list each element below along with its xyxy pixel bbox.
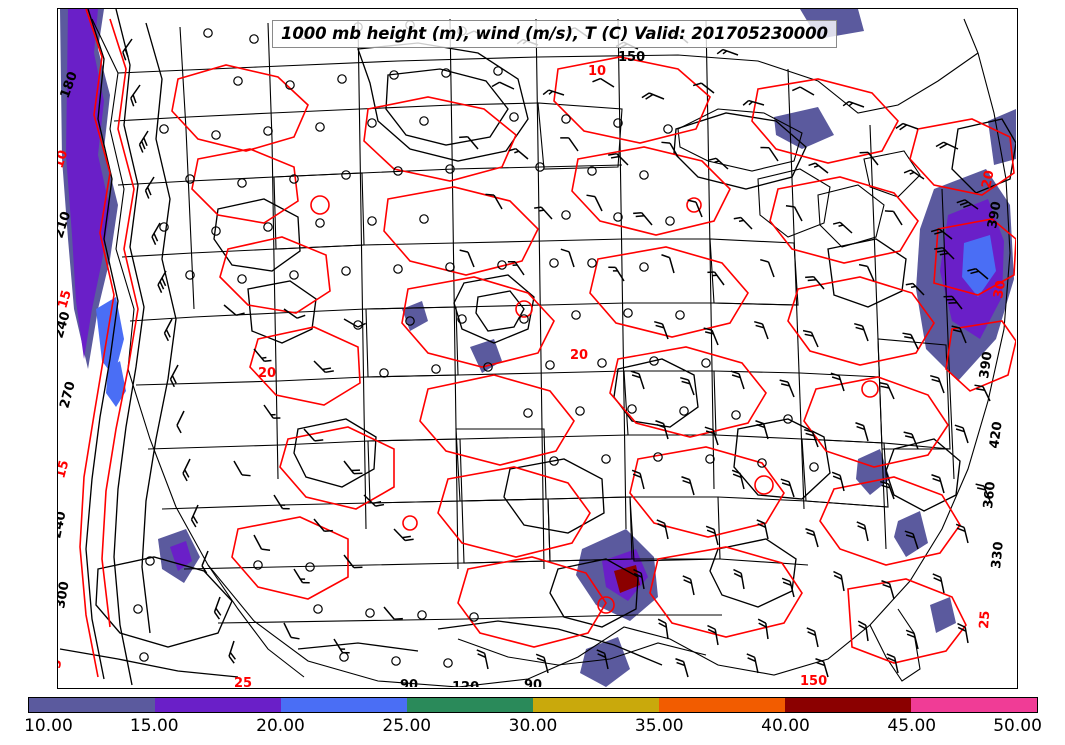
geography-outlines (91, 18, 1011, 687)
svg-text:150: 150 (800, 674, 827, 687)
svg-text:420: 420 (987, 421, 1006, 450)
svg-text:5: 5 (58, 659, 65, 670)
svg-text:360: 360 (981, 481, 999, 510)
colorbar-segment-2 (281, 698, 407, 712)
height-contours (59, 9, 1016, 686)
svg-text:25: 25 (234, 676, 252, 687)
svg-text:240: 240 (58, 510, 70, 540)
colorbar-segment-1 (155, 698, 281, 712)
colorbar-tick-1: 15.00 (129, 716, 179, 736)
svg-text:20: 20 (979, 169, 997, 190)
chart-title-box: 1000 mb height (m), wind (m/s), T (C) Va… (272, 20, 837, 48)
svg-text:10: 10 (588, 64, 606, 79)
svg-text:390: 390 (985, 200, 1004, 229)
colorbar-tick-0: 10.00 (24, 716, 73, 736)
wind-speed-shading (60, 9, 1016, 687)
svg-text:240: 240 (58, 310, 74, 340)
colorbar-tick-7: 45.00 (887, 716, 937, 736)
svg-text:30: 30 (991, 279, 1009, 299)
colorbar-tick-3: 25.00 (382, 716, 432, 736)
svg-text:270: 270 (58, 380, 79, 410)
colorbar-tick-4: 30.00 (508, 716, 558, 736)
colorbar-segment-6 (785, 698, 911, 712)
svg-text:15: 15 (58, 459, 72, 480)
wind-barbs (119, 24, 991, 680)
colorbar-tick-2: 20.00 (256, 716, 305, 736)
calm-wind-symbols (133, 20, 819, 668)
colorbar-tick-8: 50.00 (993, 716, 1042, 736)
svg-text:25: 25 (977, 610, 993, 629)
colorbar-segment-4 (533, 698, 659, 712)
svg-text:15: 15 (58, 289, 75, 311)
svg-text:120: 120 (452, 680, 479, 687)
svg-text:300: 300 (58, 580, 73, 609)
svg-text:390: 390 (977, 351, 996, 380)
map-panel: 210 15 240 270 15 240 300 5 180 10 20 39… (57, 8, 1018, 689)
svg-text:20: 20 (258, 366, 276, 381)
svg-text:150: 150 (618, 50, 645, 65)
svg-text:90: 90 (400, 678, 418, 687)
page-title: 1000 mb height (m), wind (m/s), T (C) Va… (281, 24, 828, 43)
contour-labels: 210 15 240 270 15 240 300 5 180 10 20 39… (58, 50, 1009, 687)
colorbar-tick-6: 40.00 (761, 716, 810, 736)
colorbar-segment-5 (659, 698, 785, 712)
colorbar-tick-5: 35.00 (634, 716, 684, 736)
svg-text:90: 90 (524, 678, 542, 687)
colorbar-tick-labels: 10.00 15.00 20.00 25.00 30.00 35.00 40.00 45.00… (0, 716, 1065, 740)
svg-text:330: 330 (989, 541, 1007, 570)
colorbar (28, 697, 1038, 713)
temperature-contours (79, 9, 1016, 678)
colorbar-segment-7 (911, 698, 1037, 712)
colorbar-segment-3 (407, 698, 533, 712)
map-canvas: 210 15 240 270 15 240 300 5 180 10 20 39… (58, 9, 1016, 687)
colorbar-segment-0 (29, 698, 155, 712)
svg-text:20: 20 (570, 348, 588, 363)
